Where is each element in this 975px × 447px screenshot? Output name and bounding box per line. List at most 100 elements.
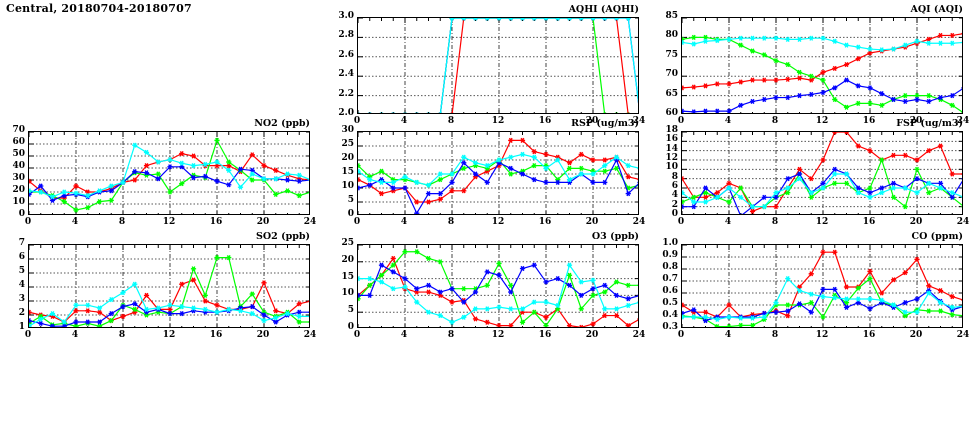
series-series1-no2	[29, 150, 309, 201]
xtick-label-aqhi: 4	[400, 116, 408, 126]
data-marker	[867, 194, 873, 200]
data-marker	[368, 112, 372, 113]
ytick-label-fsp: 10	[665, 162, 678, 173]
data-marker	[179, 303, 185, 310]
data-marker	[855, 185, 861, 191]
data-marker	[437, 196, 443, 202]
data-marker	[61, 189, 67, 195]
data-marker	[261, 177, 267, 183]
xtick-label-so2: 4	[71, 330, 79, 340]
data-marker	[85, 204, 91, 211]
data-marker	[308, 179, 309, 181]
data-marker	[368, 112, 372, 113]
data-marker	[167, 189, 173, 195]
data-marker	[602, 312, 608, 319]
series-series3-no2	[29, 164, 309, 204]
data-marker	[108, 310, 114, 317]
xtick-label-so2: 20	[256, 330, 270, 340]
data-marker	[926, 40, 932, 46]
data-marker	[249, 291, 255, 297]
xtick-label-co: 20	[909, 330, 923, 340]
data-marker	[415, 112, 419, 113]
data-marker	[472, 289, 479, 295]
xtick-label-rsp: 12	[491, 217, 505, 227]
data-marker	[38, 312, 44, 318]
data-marker	[761, 310, 767, 317]
ytick-label-no2: 70	[12, 125, 25, 135]
xtick-label-fsp: 24	[956, 217, 970, 227]
data-marker	[202, 161, 208, 168]
ytick-label-co: 0.6	[662, 286, 678, 296]
data-marker	[484, 179, 490, 186]
series-series4-o3	[358, 262, 638, 325]
data-marker	[602, 18, 608, 21]
data-marker	[879, 185, 885, 191]
data-marker	[249, 303, 255, 310]
data-marker	[738, 79, 744, 85]
plot-area-co	[681, 244, 963, 328]
data-marker	[726, 36, 732, 42]
data-marker	[167, 310, 173, 317]
data-marker	[867, 190, 873, 196]
data-marker	[508, 154, 514, 160]
data-marker	[691, 84, 697, 90]
data-marker	[726, 199, 732, 205]
data-marker	[402, 249, 408, 255]
data-marker	[637, 178, 638, 181]
data-marker	[390, 262, 396, 268]
data-marker	[578, 151, 584, 158]
data-marker	[461, 18, 467, 21]
data-marker	[108, 188, 114, 194]
data-marker	[590, 18, 596, 21]
data-marker	[691, 41, 697, 47]
data-marker	[508, 165, 514, 172]
data-marker	[820, 89, 826, 96]
data-marker	[773, 299, 779, 306]
data-marker	[614, 112, 619, 113]
data-marker	[691, 194, 697, 200]
series-line	[682, 79, 962, 113]
data-marker	[543, 323, 549, 327]
data-marker	[61, 319, 67, 325]
data-marker	[637, 113, 639, 114]
data-marker	[167, 156, 173, 163]
xtick-label-aqi: 12	[815, 116, 829, 126]
data-marker	[61, 320, 67, 327]
data-marker	[773, 190, 779, 196]
data-marker	[714, 194, 720, 200]
data-marker	[682, 313, 685, 319]
data-marker	[143, 149, 150, 156]
plot-canvas-aqhi	[358, 18, 639, 114]
data-marker	[843, 104, 850, 110]
series-series1-aqhi	[358, 18, 630, 113]
data-marker	[449, 286, 455, 292]
data-marker	[602, 289, 608, 295]
data-marker	[739, 213, 743, 214]
data-marker	[402, 286, 408, 292]
data-marker	[367, 282, 373, 288]
data-marker	[484, 269, 490, 275]
data-marker	[29, 191, 32, 198]
data-marker	[96, 189, 103, 195]
data-marker	[508, 18, 514, 21]
data-marker	[296, 313, 302, 320]
data-marker	[682, 314, 685, 320]
data-marker	[49, 310, 56, 317]
xtick-label-rsp: 4	[400, 217, 408, 227]
series-series2-rsp	[358, 157, 638, 191]
data-marker	[543, 279, 549, 285]
xtick-label-o3: 24	[632, 330, 646, 340]
data-marker	[296, 176, 302, 182]
data-marker	[85, 320, 91, 327]
xtick-label-aqhi: 20	[585, 116, 599, 126]
data-marker	[566, 165, 573, 172]
data-marker	[237, 168, 244, 175]
data-marker	[449, 299, 455, 305]
data-marker	[926, 92, 932, 99]
data-marker	[855, 44, 861, 50]
data-marker	[226, 308, 232, 314]
data-marker	[358, 112, 360, 113]
data-marker	[714, 323, 720, 327]
xtick-label-fsp: 8	[771, 217, 779, 227]
